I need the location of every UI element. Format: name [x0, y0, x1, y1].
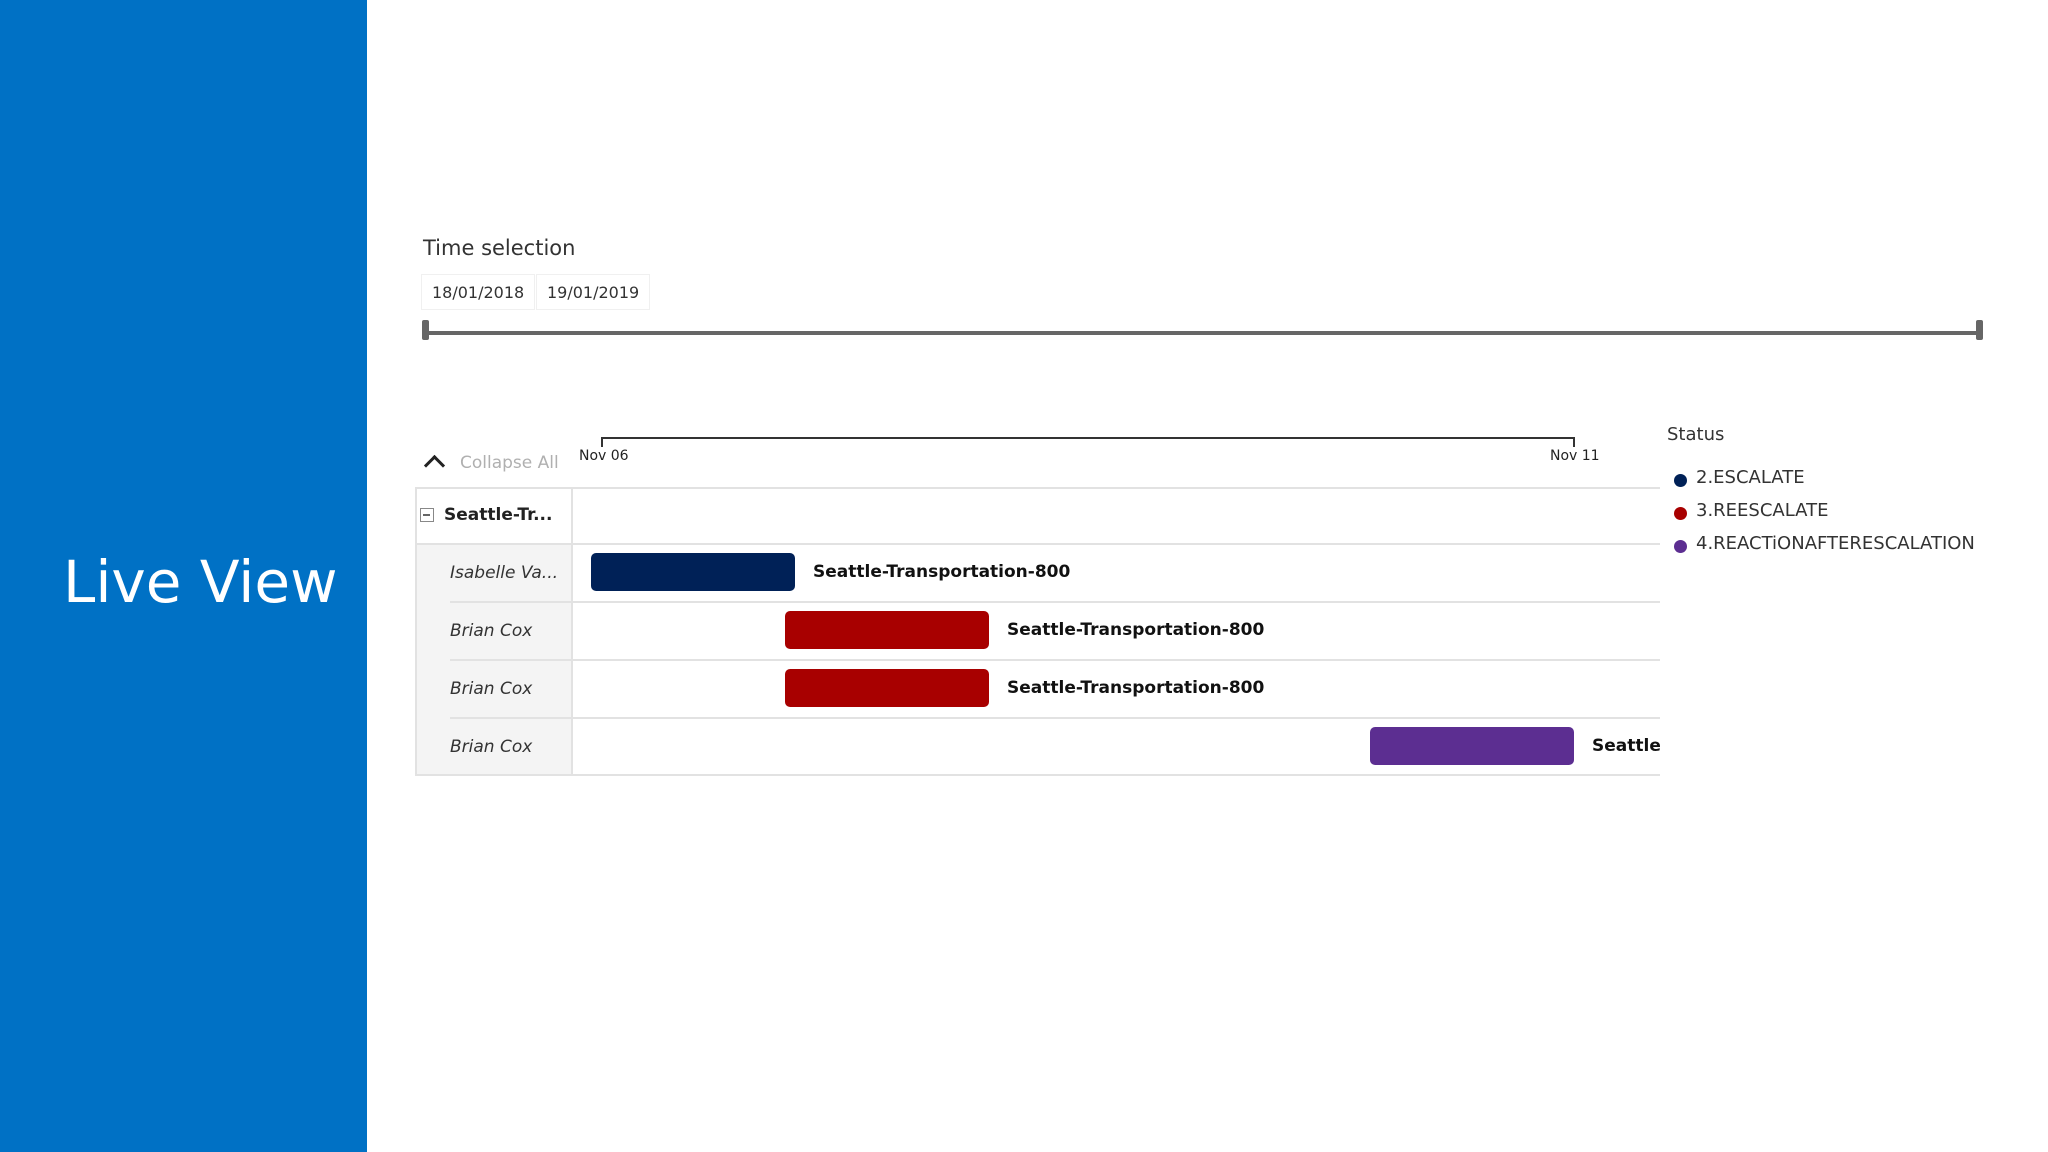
timeline-axis	[602, 437, 1575, 439]
chevron-up-icon[interactable]	[423, 454, 446, 477]
axis-label-end: Nov 11	[1550, 448, 1600, 464]
grid-line	[415, 543, 1660, 545]
time-slider-end-handle[interactable]	[1976, 320, 1983, 340]
row-person-label: Brian Cox	[450, 621, 533, 641]
grid-line	[415, 487, 1660, 489]
gantt-bar[interactable]	[591, 553, 795, 591]
legend-dot-icon	[1674, 540, 1687, 553]
row-person-label: Brian Cox	[450, 679, 533, 699]
gantt-bar[interactable]	[785, 669, 989, 707]
time-slider-start-handle[interactable]	[422, 320, 429, 340]
gantt-bar-label: Seattle-Transportation-800	[813, 562, 1071, 582]
start-date-field[interactable]: 18/01/2018	[421, 274, 536, 310]
group-collapse-toggle[interactable]	[420, 508, 434, 522]
legend-item-reescalate[interactable]: 3.REESCALATE	[1696, 500, 1829, 521]
sidebar-title: Live View	[63, 548, 338, 616]
group-label[interactable]: Seattle-Tr...	[444, 505, 553, 525]
axis-label-start: Nov 06	[579, 448, 629, 464]
axis-tick	[601, 437, 603, 447]
row-person-label: Isabelle Va...	[450, 563, 559, 583]
grid-line	[571, 487, 573, 776]
collapse-all-button[interactable]: Collapse All	[460, 453, 559, 473]
gantt-bar[interactable]	[785, 611, 989, 649]
gantt-bar-label: Seattle-Transportation-800	[1007, 620, 1265, 640]
gantt-bars-area: Seattle-Transportation-800 Seattle-Trans…	[573, 545, 1660, 775]
grid-line	[450, 659, 1660, 661]
gantt-bar-label: Seattle-Transportation-800	[1592, 736, 1660, 756]
grid-line	[415, 487, 417, 776]
grid-line	[415, 774, 1660, 776]
gantt-bar-label: Seattle-Transportation-800	[1007, 678, 1265, 698]
gantt-bar[interactable]	[1370, 727, 1574, 765]
legend-dot-icon	[1674, 474, 1687, 487]
legend-title: Status	[1667, 424, 1725, 445]
time-selection-label: Time selection	[423, 236, 576, 260]
grid-line	[450, 717, 1660, 719]
legend-item-escalate[interactable]: 2.ESCALATE	[1696, 467, 1805, 488]
row-person-label: Brian Cox	[450, 737, 533, 757]
end-date-field[interactable]: 19/01/2019	[536, 274, 651, 310]
time-slider-track[interactable]	[427, 331, 1982, 335]
grid-line	[450, 601, 1660, 603]
legend-item-reaction-after-escalation[interactable]: 4.REACTiONAFTERESCALATION	[1696, 533, 1975, 554]
sidebar: Live View	[0, 0, 367, 1152]
axis-tick	[1573, 437, 1575, 447]
legend-dot-icon	[1674, 507, 1687, 520]
